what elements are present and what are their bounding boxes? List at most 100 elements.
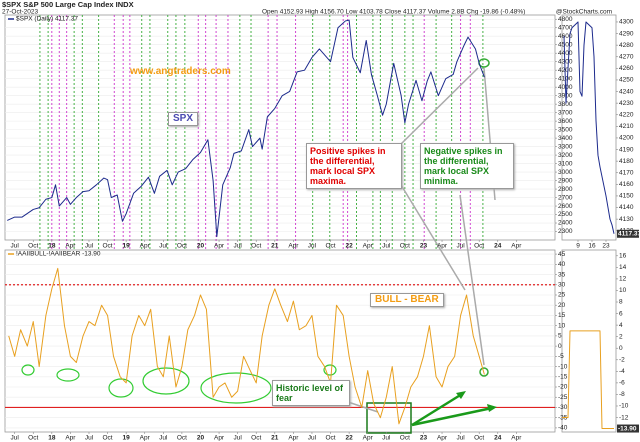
y-tick-label: 4700 <box>558 24 573 31</box>
x-tick-label: 20 <box>197 243 205 250</box>
arrowhead <box>456 391 466 399</box>
y-tick-label: 3000 <box>558 169 573 176</box>
x-tick-label: Jul <box>159 435 168 442</box>
x-tick-label: Apr <box>511 243 522 250</box>
y-tick-label: 4300 <box>619 19 634 26</box>
y-tick-label: 3100 <box>558 160 573 167</box>
x-tick-label: 23 <box>602 243 610 250</box>
data-line <box>562 330 614 430</box>
x-tick-label: Apr <box>288 243 299 250</box>
x-tick-label: Jul <box>233 243 242 250</box>
y-tick-label: 35 <box>558 271 566 278</box>
x-tick-label: Oct <box>251 435 261 442</box>
y-tick-label: 2500 <box>558 211 573 218</box>
date: 27-Oct-2023 <box>2 9 39 16</box>
y-tick-label: 4220 <box>619 111 634 118</box>
y-tick-label: 30 <box>558 281 566 288</box>
legend-label: $SPX (Daily) 4117.37 <box>16 16 78 23</box>
y-tick-label: 4280 <box>619 42 634 49</box>
x-tick-label: 20 <box>197 435 205 442</box>
y-tick-label: 4260 <box>619 65 634 72</box>
y-tick-label: 12 <box>619 276 627 283</box>
y-tick-label: 3600 <box>558 118 573 125</box>
y-tick-label: -10 <box>558 363 568 370</box>
x-tick-label: Apr <box>288 435 299 442</box>
x-tick-label: Jul <box>11 435 20 442</box>
panel <box>561 249 617 433</box>
x-tick-label: Oct <box>103 243 113 250</box>
y-tick-label: 2600 <box>558 203 573 210</box>
y-tick-label: -4 <box>619 368 625 375</box>
x-tick-label: Jul <box>85 243 94 250</box>
x-tick-label: Apr <box>437 435 448 442</box>
y-tick-label: 2300 <box>558 228 573 235</box>
y-tick-label: 3300 <box>558 143 573 150</box>
last-value-box <box>617 424 639 433</box>
y-tick-label: 6 <box>619 310 623 317</box>
x-tick-label: 23 <box>420 243 428 250</box>
x-tick-label: 18 <box>48 243 56 250</box>
highlight-circle <box>142 367 190 395</box>
y-tick-label: 10 <box>558 322 566 329</box>
x-tick-label: Oct <box>177 243 187 250</box>
y-tick-label: 4160 <box>619 181 634 188</box>
y-tick-label: 4 <box>619 322 623 329</box>
y-tick-label: 4400 <box>558 50 573 57</box>
x-tick-label: Jul <box>456 435 465 442</box>
y-tick-label: 4230 <box>619 100 634 107</box>
y-tick-label: 0 <box>619 345 623 352</box>
y-tick-label: -10 <box>619 403 629 410</box>
data-line <box>7 19 485 238</box>
site-label: www.angtraders.com <box>130 66 231 77</box>
y-tick-label: 4170 <box>619 169 634 176</box>
panel <box>4 14 556 241</box>
y-tick-label: -8 <box>619 391 625 398</box>
y-tick-label: 4140 <box>619 204 634 211</box>
x-tick-label: Jul <box>233 435 242 442</box>
y-tick-label: -12 <box>619 414 629 421</box>
last-value-box <box>617 229 639 238</box>
x-tick-label: Oct <box>28 243 38 250</box>
x-tick-label: Oct <box>325 243 335 250</box>
symbol-title: $SPX S&P 500 Large Cap Index INDX <box>2 0 134 9</box>
highlight-circle <box>200 372 272 404</box>
trend-arrow <box>411 406 493 427</box>
quote: Open 4152.93 High 4156.70 Low 4103.78 Cl… <box>262 9 525 16</box>
y-tick-label: 15 <box>558 312 566 319</box>
y-tick-label: 4210 <box>619 123 634 130</box>
y-tick-label: 4190 <box>619 146 634 153</box>
x-tick-label: Oct <box>325 435 335 442</box>
highlight-circle <box>108 378 134 398</box>
negative-note: Negative spikes in the differential, mar… <box>420 143 514 189</box>
y-tick-label: -40 <box>558 425 568 432</box>
y-tick-label: 4300 <box>558 58 573 65</box>
x-tick-label: Oct <box>103 435 113 442</box>
y-tick-label: 5 <box>558 333 562 340</box>
last-value-label: 4117.37 <box>618 230 640 237</box>
x-tick-label: 19 <box>123 243 131 250</box>
arrowhead <box>487 404 497 412</box>
x-tick-label: Apr <box>140 243 151 250</box>
x-tick-label: Oct <box>28 435 38 442</box>
x-tick-label: Jul <box>382 435 391 442</box>
y-tick-label: 45 <box>558 251 566 258</box>
x-tick-label: Jul <box>159 243 168 250</box>
y-tick-label: 2800 <box>558 186 573 193</box>
pointer <box>399 67 479 146</box>
x-tick-label: Apr <box>65 243 76 250</box>
x-tick-label: Oct <box>251 243 261 250</box>
credit: @StockCharts.com <box>556 9 612 16</box>
highlight-circle <box>479 367 489 377</box>
trend-arrow <box>411 392 463 427</box>
y-tick-label: 2 <box>619 333 623 340</box>
y-tick-label: 8 <box>619 299 623 306</box>
x-tick-label: Jul <box>382 243 391 250</box>
x-tick-label: Apr <box>363 435 374 442</box>
x-tick-label: 24 <box>494 243 502 250</box>
y-tick-label: 3700 <box>558 109 573 116</box>
x-tick-label: 24 <box>494 435 502 442</box>
y-tick-label: 20 <box>558 302 566 309</box>
highlight-circle <box>323 364 337 376</box>
y-tick-label: 4130 <box>619 216 634 223</box>
